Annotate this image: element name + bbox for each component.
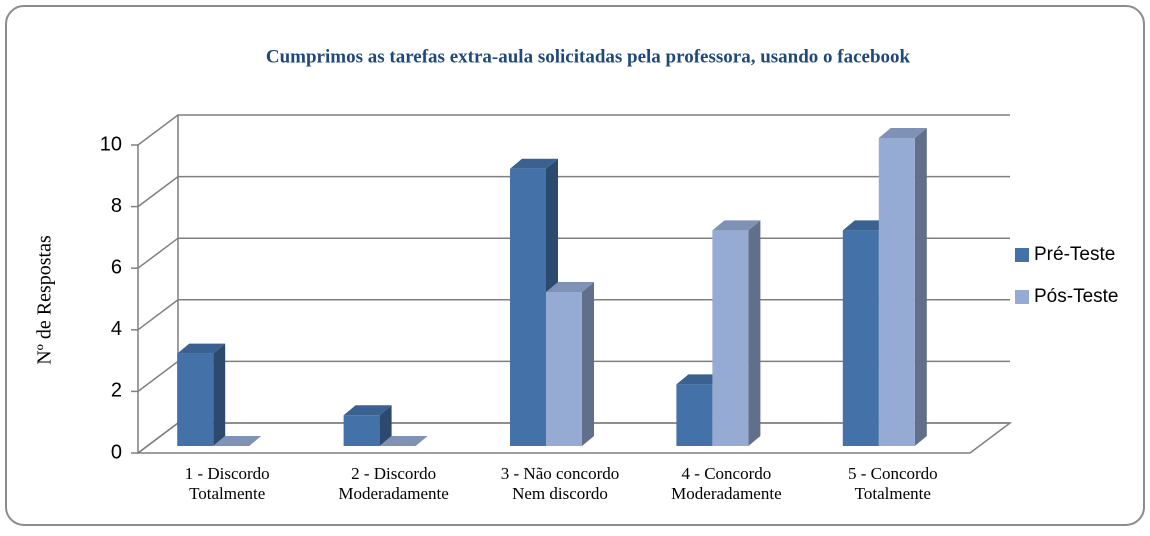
bar-top [213, 436, 262, 446]
bar-side [914, 128, 927, 446]
legend-swatch [1015, 248, 1029, 262]
chart-title: Cumprimos as tarefas extra-aula solicita… [266, 46, 911, 67]
bar-top [343, 405, 392, 416]
bar-top [177, 343, 226, 354]
x-tick-label: 4 - Concordo [682, 464, 772, 483]
bar [546, 282, 594, 446]
x-tick-label: 5 - Concordo [848, 464, 938, 483]
bar-side [379, 405, 392, 446]
y-tick-label: 6 [111, 256, 122, 278]
grid-line [137, 175, 1010, 208]
bar-front [842, 230, 879, 446]
bar-top [379, 436, 428, 446]
x-tick-label: 1 - Discordo [185, 464, 270, 483]
bar-front [510, 168, 546, 447]
chart-border [5, 5, 1145, 526]
bar [379, 436, 428, 446]
bar [712, 220, 761, 446]
bar-top [878, 128, 927, 138]
bar-top [712, 220, 761, 231]
x-tick-label: 2 - Discordo [351, 464, 436, 483]
bar-front [878, 138, 915, 446]
x-tick-label: Totalmente [855, 484, 931, 503]
bar [177, 343, 226, 446]
bar-front [546, 292, 582, 446]
bar-side [213, 343, 226, 446]
legend-swatch [1015, 290, 1029, 304]
bar [878, 128, 927, 446]
bar-side [582, 282, 594, 446]
bar-front [712, 230, 749, 446]
legend-label: Pré-Teste [1034, 244, 1115, 265]
bar-front [343, 415, 380, 446]
bar [343, 405, 392, 446]
bar [213, 436, 262, 446]
y-tick-label: 10 [100, 133, 122, 155]
x-tick-label: Totalmente [189, 484, 265, 503]
legend-label: Pós-Teste [1034, 286, 1118, 307]
grid-line [137, 114, 1010, 146]
x-tick-label: 3 - Não concordo [501, 464, 620, 483]
bar-top [510, 158, 558, 169]
x-tick-label: Moderadamente [338, 484, 448, 503]
y-tick-label: 4 [111, 318, 122, 340]
x-tick-label: Moderadamente [671, 484, 781, 503]
x-tick-label: Nem discordo [512, 484, 608, 503]
bar-top [546, 282, 594, 292]
bar-side [748, 220, 761, 446]
bar-front [177, 353, 214, 446]
y-tick-label: 2 [111, 380, 122, 402]
y-tick-label: 8 [111, 195, 122, 217]
y-tick-label: 0 [111, 441, 122, 463]
y-axis-label: Nº de Respostas [34, 235, 56, 365]
bar-front [676, 384, 713, 446]
